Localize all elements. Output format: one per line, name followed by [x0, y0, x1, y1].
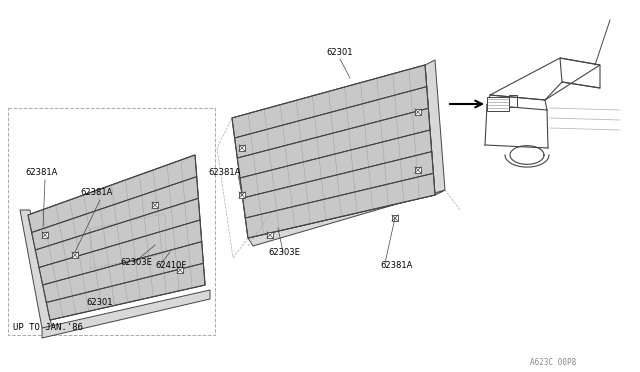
Bar	[267, 232, 273, 238]
Bar	[177, 267, 183, 273]
Polygon shape	[39, 220, 202, 285]
Polygon shape	[42, 290, 210, 338]
Polygon shape	[28, 155, 205, 320]
Polygon shape	[31, 177, 198, 250]
Text: 62301: 62301	[327, 48, 353, 57]
Polygon shape	[46, 263, 205, 320]
Polygon shape	[425, 60, 445, 195]
Bar	[72, 252, 78, 258]
Text: A623C 00P8: A623C 00P8	[530, 358, 576, 367]
Polygon shape	[232, 65, 427, 138]
Polygon shape	[237, 108, 430, 178]
Polygon shape	[245, 173, 435, 238]
Bar	[509, 95, 517, 107]
Text: 62303E: 62303E	[268, 248, 300, 257]
Polygon shape	[243, 152, 433, 218]
Polygon shape	[28, 155, 196, 232]
Bar	[487, 97, 509, 111]
Bar	[392, 215, 398, 221]
Polygon shape	[43, 242, 204, 302]
Bar	[8, 108, 215, 335]
Bar	[239, 145, 245, 151]
Polygon shape	[20, 210, 52, 328]
Text: 62381A: 62381A	[80, 188, 113, 197]
Polygon shape	[35, 198, 200, 267]
Bar	[415, 167, 421, 173]
Polygon shape	[235, 87, 428, 158]
Bar	[42, 232, 48, 238]
Text: 62301: 62301	[87, 298, 113, 307]
Bar	[239, 192, 245, 198]
Text: UP TO JAN.'86: UP TO JAN.'86	[13, 323, 83, 332]
Text: 62381A: 62381A	[25, 168, 58, 177]
Polygon shape	[240, 130, 431, 198]
Bar	[415, 109, 421, 115]
Polygon shape	[232, 65, 435, 238]
Polygon shape	[248, 190, 445, 246]
Text: 62410F: 62410F	[155, 261, 186, 270]
Text: 62381A: 62381A	[380, 261, 412, 270]
Text: 62303E: 62303E	[120, 258, 152, 267]
Bar	[152, 202, 158, 208]
Text: 62381A: 62381A	[208, 168, 241, 177]
